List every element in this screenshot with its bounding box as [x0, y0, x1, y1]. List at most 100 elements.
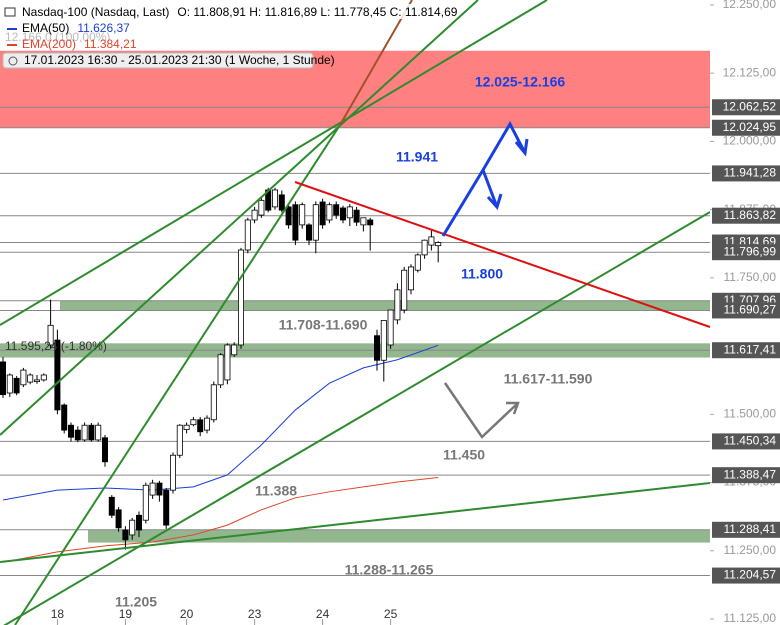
candle-body [224, 344, 231, 381]
background [0, 50, 710, 577]
zone [60, 300, 710, 311]
candle-body [108, 496, 115, 516]
candle-body [0, 361, 6, 396]
candle-body [61, 404, 68, 431]
trendlines [0, 0, 711, 625]
y-tick-label: 11.500,00 [724, 406, 777, 420]
candle-body [217, 354, 224, 386]
arrow-head [506, 401, 520, 415]
candle-body [20, 369, 27, 386]
arrow-head [486, 193, 503, 210]
annotation: 11.388 [255, 483, 297, 499]
level-badge [712, 207, 780, 224]
level-label: 11.450,34 [724, 434, 777, 448]
trendline [3, 211, 711, 625]
candle-body [13, 377, 20, 394]
candle-body [115, 509, 122, 529]
candle-body [169, 454, 176, 491]
x-tick-label: 23 [248, 607, 262, 621]
level-badge [712, 165, 780, 182]
candle-body [401, 269, 408, 311]
y-tick-label: 11.250,00 [724, 543, 777, 557]
level-label: 11.690,27 [724, 303, 777, 317]
trendline [339, 0, 413, 126]
reference-label: 11.595,24 (-1.80%) [5, 339, 107, 353]
annotations: 12.025-12.166 11.941 11.800 11.708-11.69… [115, 74, 593, 610]
candle-body [183, 424, 190, 430]
candle-body [244, 219, 251, 251]
legend-bg [2, 4, 432, 19]
level-badge [712, 302, 780, 319]
level-label: 11.796,99 [724, 244, 777, 258]
level-badge [712, 342, 780, 359]
candle-body [299, 204, 306, 226]
candle-body [278, 194, 285, 211]
candle-body [407, 266, 414, 291]
plot: 18 19 20 23 24 25 [0, 187, 442, 625]
level-badge [712, 521, 780, 538]
clock-icon [8, 56, 18, 66]
candle-body [428, 236, 435, 246]
candle-body [163, 489, 170, 526]
level-label: 11.863,82 [724, 208, 777, 222]
level-badge [712, 244, 780, 261]
y-tick-label: 11.125,00 [724, 611, 777, 625]
candle-body [156, 482, 163, 496]
x-tick-label: 20 [180, 607, 194, 621]
legend-value: 11.626,37 [77, 21, 130, 35]
candle-body [129, 519, 136, 536]
x-tick-label: 19 [119, 607, 133, 621]
candle-body [435, 242, 442, 247]
legend: Nasdaq-100 (Nasdaq, Last) O: 11.808,91 H:… [2, 4, 458, 353]
level-label: 11.941,28 [724, 166, 777, 180]
candle-body [271, 189, 278, 208]
y-tick-label: 11.750,00 [724, 270, 777, 284]
candle-body [346, 206, 353, 219]
annotation: 11.941 [396, 149, 438, 165]
trendline [14, 124, 341, 625]
candle-body [319, 201, 326, 226]
trendline [0, 482, 711, 563]
instrument: Nasdaq-100 (Nasdaq, Last) [22, 5, 169, 19]
forecast-arrow [441, 120, 527, 237]
candle-body [305, 224, 312, 241]
level-badge [712, 99, 780, 116]
candle-body [210, 384, 217, 421]
range-box [2, 52, 314, 69]
level-badge [712, 567, 780, 584]
candle-body [197, 419, 204, 433]
candle-body [135, 514, 142, 531]
level-label: 11.288,41 [724, 522, 777, 536]
candle-body [190, 419, 197, 426]
candle-body [74, 429, 81, 441]
level-label: 11.617,41 [724, 342, 777, 356]
candle-body [40, 374, 47, 381]
candle-body [333, 204, 340, 216]
candle-body [373, 335, 380, 361]
y-tick-label: 12.250,00 [723, 0, 777, 11]
scenario-arrow [443, 382, 519, 439]
candle-body [237, 249, 244, 346]
candle-body [47, 324, 54, 346]
candle-body [387, 309, 394, 346]
ema-line [2, 477, 439, 563]
candle-body [203, 417, 210, 431]
trendline [0, 0, 479, 436]
ema-line [2, 344, 439, 501]
y-axis: 12.250,0012.125,0012.000,0011.875,0011.7… [710, 0, 780, 625]
y-tick-label: 12.125,00 [723, 65, 777, 79]
annotation: 11.288-11.265 [345, 562, 434, 578]
candle-body [394, 289, 401, 321]
candle-body [326, 204, 333, 221]
ohlc: O: 11.808,91 H: 11.816,89 L: 11.778,45 C… [177, 5, 457, 19]
annotation: 11.617-11.590 [504, 371, 593, 387]
candle-body [353, 209, 360, 223]
candle-body [27, 374, 34, 383]
candle-body [81, 424, 88, 441]
candle-body [421, 239, 428, 256]
candle-body [251, 209, 258, 221]
annotation: 11.205 [115, 594, 157, 610]
annotation: 12.025-12.166 [475, 74, 566, 90]
candle-body [285, 206, 292, 226]
candle-body [6, 374, 13, 394]
